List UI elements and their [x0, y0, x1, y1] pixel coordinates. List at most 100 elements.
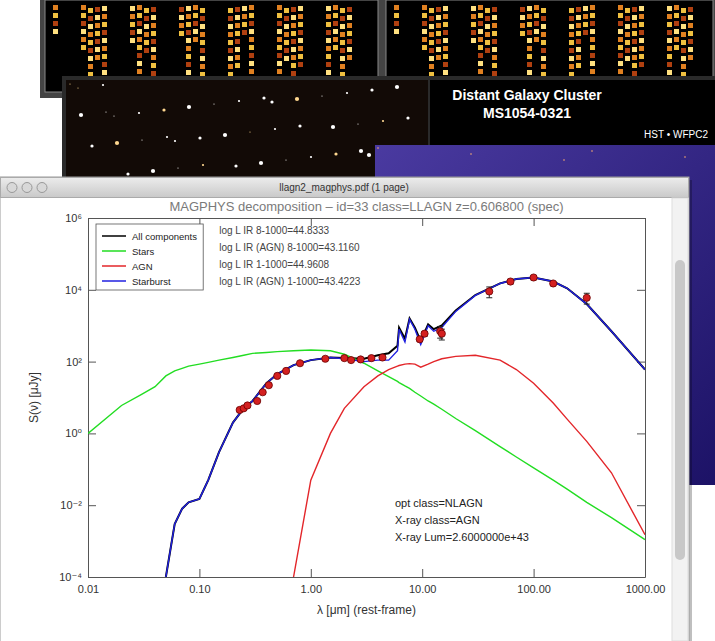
spectrum-cell — [443, 6, 448, 11]
spectrum-cell — [137, 37, 142, 42]
background-title: MS1054-0321 — [483, 105, 571, 121]
spectrum-cell — [284, 16, 289, 21]
spectrum-cell — [576, 7, 581, 12]
scrollbar — [672, 198, 688, 641]
spectrum-cell — [485, 32, 490, 37]
data-point — [244, 402, 251, 409]
spectrum-cell — [541, 40, 546, 45]
tick-mark — [88, 362, 96, 363]
spectrum-cell — [249, 45, 254, 50]
tick-mark — [88, 577, 96, 578]
spectrum-cell — [284, 56, 289, 61]
spectrum-cell — [443, 22, 448, 27]
spectrum-cell — [326, 14, 331, 19]
spectrum-cell — [333, 5, 338, 10]
spectrum-cell — [527, 14, 532, 19]
spectrum-cell — [326, 62, 331, 67]
spectrum-cell — [618, 13, 623, 18]
spectrum-cell — [681, 24, 686, 29]
spectrum-cell — [102, 30, 107, 35]
tick-mark — [534, 218, 535, 226]
spectrum-cell — [235, 7, 240, 12]
spectrum-cell — [527, 70, 532, 75]
spectrum-cell — [569, 48, 574, 53]
spectrum-cell — [88, 40, 93, 45]
spectrum-cell — [618, 37, 623, 42]
tick-label: 100.00 — [517, 583, 551, 595]
star — [563, 159, 565, 161]
error-bar-cap — [439, 339, 445, 340]
spectrum-cell — [151, 15, 156, 20]
tick-mark — [88, 505, 96, 506]
spectrum-cell — [632, 47, 637, 52]
data-point — [259, 389, 266, 396]
spectrum-cell — [242, 22, 247, 27]
spectrum-cell — [340, 40, 345, 45]
spectrum-cell — [527, 6, 532, 11]
spectrum-cell — [492, 71, 497, 76]
data-point — [421, 330, 428, 337]
spectrum-cell — [102, 14, 107, 19]
tick-mark — [88, 218, 89, 226]
star — [174, 140, 176, 142]
spectrum-cell — [228, 64, 233, 69]
spectrum-cell — [674, 5, 679, 10]
legend-label: Starburst — [132, 276, 171, 287]
spectrum-cell — [569, 40, 574, 45]
spectrum-cell — [492, 31, 497, 36]
spectrum-cell — [81, 5, 86, 10]
spectrum-cell — [347, 47, 352, 52]
spectrum-cell — [200, 8, 205, 13]
spectrum-cell — [235, 63, 240, 68]
spectrum-cell — [576, 63, 581, 68]
spectrum-cell — [144, 16, 149, 21]
spectrum-cell — [492, 23, 497, 28]
spectrum-cell — [618, 5, 623, 10]
spectrum-cell — [249, 29, 254, 34]
spectrum-cell — [284, 40, 289, 45]
data-point — [438, 330, 445, 337]
star — [77, 87, 78, 88]
spectrum-cell — [485, 24, 490, 29]
spectrum-cell — [541, 24, 546, 29]
spectrum-cell — [81, 29, 86, 34]
spectrum-cell — [347, 15, 352, 20]
spectrum-cell — [144, 40, 149, 45]
spectrum-cell — [291, 23, 296, 28]
spectrum-cell — [249, 37, 254, 42]
star — [238, 100, 240, 102]
spectrum-cell — [639, 46, 644, 51]
data-point — [530, 274, 537, 281]
star — [105, 111, 106, 112]
spectrum-cell — [576, 31, 581, 36]
spectrum-cell — [228, 24, 233, 29]
spectrum-cell — [298, 22, 303, 27]
spectrum-cell — [291, 7, 296, 12]
background-subtitle: HST • WFPC2 — [644, 129, 708, 140]
spectrum-cell — [492, 47, 497, 52]
spectrum-cell — [632, 31, 637, 36]
star — [367, 153, 371, 157]
spectrum-cell — [249, 5, 254, 10]
spectrum-cell — [228, 32, 233, 37]
spectrum-cell — [436, 23, 441, 28]
spectrum-cell — [179, 31, 184, 36]
spectrum-cell — [618, 45, 623, 50]
spectrum-cell — [443, 70, 448, 75]
star — [357, 123, 358, 124]
spectrum-cell — [576, 23, 581, 28]
spectrum-cell — [688, 31, 693, 36]
spectrum-cell — [81, 45, 86, 50]
star — [151, 169, 155, 173]
spectrum-cell — [632, 39, 637, 44]
spectrum-cell — [235, 15, 240, 20]
star — [166, 136, 168, 138]
spectrum-cell — [681, 32, 686, 37]
spectrum-cell — [333, 29, 338, 34]
spectrum-cell — [186, 38, 191, 43]
spectrum-cell — [151, 31, 156, 36]
spectrum-cell — [478, 29, 483, 34]
spectrum-cell — [95, 47, 100, 52]
spectrum-cell — [534, 13, 539, 18]
axis-line — [88, 219, 89, 578]
